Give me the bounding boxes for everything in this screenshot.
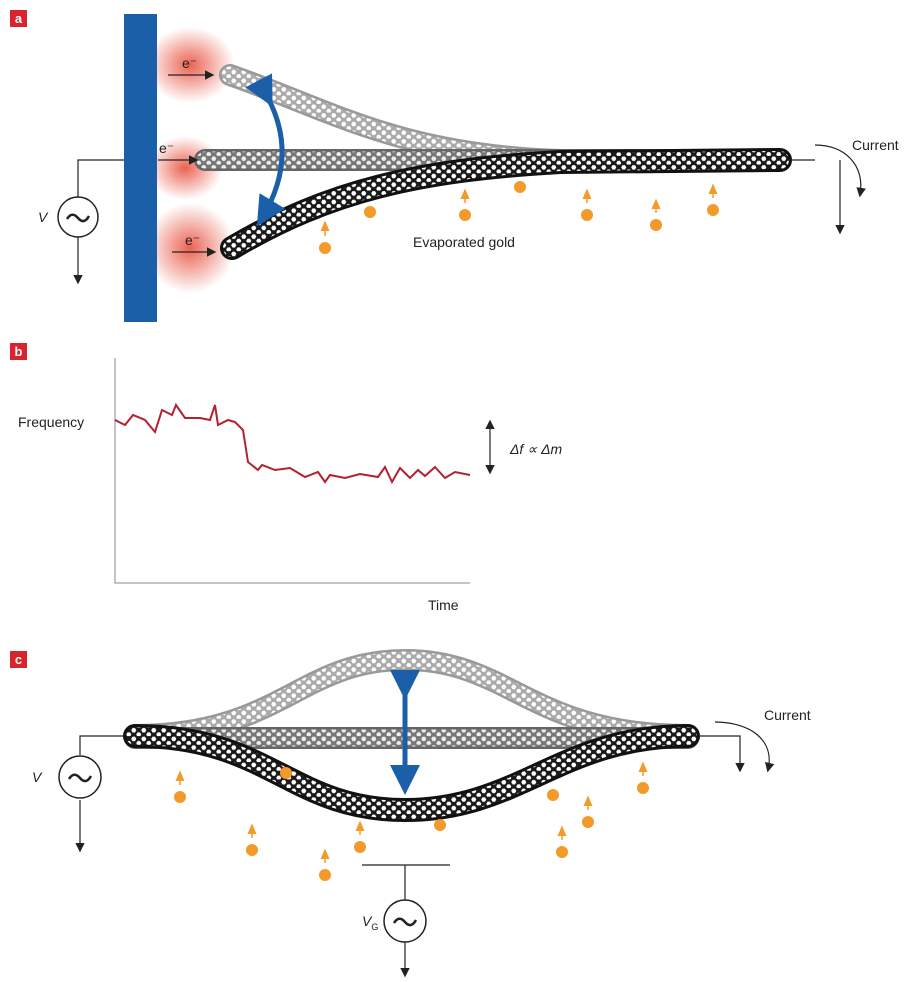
current-label: Current bbox=[764, 707, 811, 723]
frequency-trace bbox=[115, 405, 470, 482]
panel-b: b Frequency Time Δf ∝ Δm bbox=[10, 343, 562, 613]
electron-label: e⁻ bbox=[185, 232, 200, 248]
electron-label: e⁻ bbox=[182, 55, 197, 71]
wire bbox=[700, 736, 740, 770]
panel-label: c bbox=[15, 652, 22, 667]
panel-a: a e⁻ e⁻ e⁻ V Current bbox=[10, 10, 899, 322]
x-axis-label: Time bbox=[428, 597, 459, 613]
electron-label: e⁻ bbox=[159, 140, 174, 156]
panel-label: b bbox=[15, 344, 23, 359]
panel-label: a bbox=[15, 11, 23, 26]
source-label: V bbox=[38, 209, 49, 225]
panel-c: c V Current VG bbox=[10, 651, 811, 975]
nanotube bbox=[205, 75, 780, 248]
gate-label: VG bbox=[362, 913, 378, 932]
current-label: Current bbox=[852, 137, 899, 153]
gold-particles bbox=[174, 763, 649, 881]
current-arrow bbox=[715, 722, 769, 770]
y-axis-label: Frequency bbox=[18, 414, 84, 430]
electrode bbox=[124, 14, 157, 322]
gold-label: Evaporated gold bbox=[413, 234, 515, 250]
shift-annotation: Δf ∝ Δm bbox=[509, 441, 562, 457]
nanotube bbox=[135, 660, 688, 810]
gate-label-subscript: G bbox=[371, 922, 378, 932]
figure: a e⁻ e⁻ e⁻ V Current bbox=[0, 0, 908, 982]
source-label: V bbox=[32, 769, 43, 785]
